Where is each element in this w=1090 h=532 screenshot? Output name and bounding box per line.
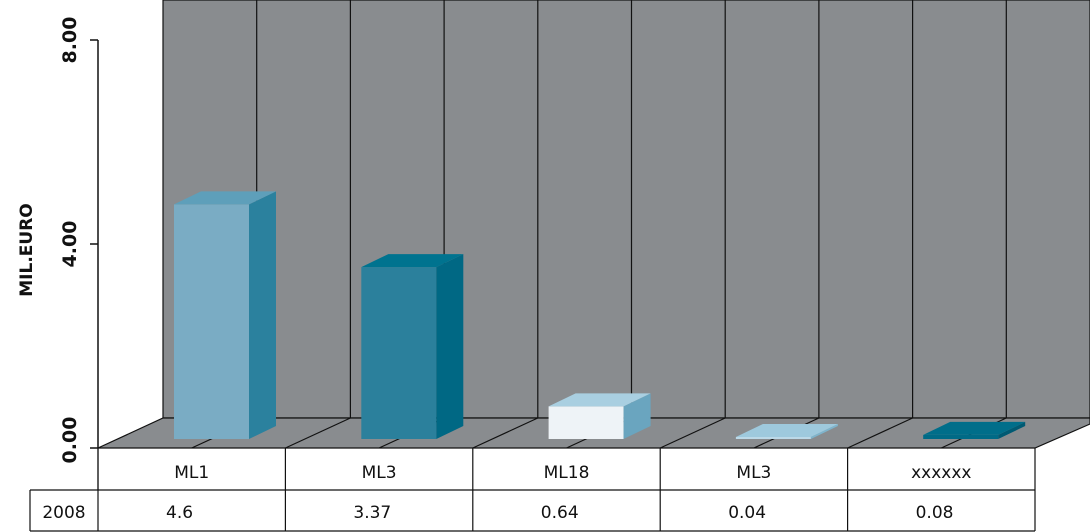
bar-side (623, 393, 651, 439)
bar-top (361, 254, 464, 268)
table-cells: ML1 4.6 ML3 3.37 ML18 0.64 ML3 0.04 xxxxxx 0.08 (166, 463, 971, 523)
category-label: xxxxxx (911, 463, 971, 483)
category-label: ML1 (174, 463, 209, 483)
floor-grid-line (285, 417, 351, 449)
bar-top (923, 421, 1026, 435)
back-wall (162, 0, 1090, 419)
category-label: ML3 (736, 463, 771, 483)
bars (174, 191, 1026, 439)
y-tick-label: 8.00 (59, 17, 81, 64)
wall-grid (256, 0, 1007, 418)
y-tick-label: 4.00 (59, 221, 81, 268)
bar-front (174, 204, 249, 439)
bar-side (998, 421, 1026, 439)
bar-side (249, 191, 276, 439)
floor-grid-line (659, 417, 726, 449)
value-label: 0.08 (916, 503, 954, 523)
bar-front (361, 267, 437, 439)
bar-side (810, 423, 838, 439)
bar-top (735, 423, 838, 437)
bar-top (548, 393, 651, 407)
category-label: ML3 (362, 463, 397, 483)
y-tick-label: 0.00 (59, 417, 81, 464)
floor-grid-line (847, 417, 913, 449)
bar-front (923, 434, 999, 439)
category-label: ML18 (544, 463, 590, 483)
value-label: 4.6 (166, 503, 193, 523)
bar-front (735, 436, 811, 439)
bar-top (174, 191, 276, 205)
value-label: 0.64 (541, 503, 579, 523)
value-label: 0.04 (728, 503, 766, 523)
bar-side (436, 254, 464, 439)
bar-front (548, 406, 624, 439)
y-axis-label: MIL.EURO (17, 203, 37, 297)
floor-grid-line (472, 417, 539, 449)
series-name: 2008 (42, 503, 85, 523)
data-table (29, 448, 1036, 532)
value-label: 3.37 (353, 503, 391, 523)
